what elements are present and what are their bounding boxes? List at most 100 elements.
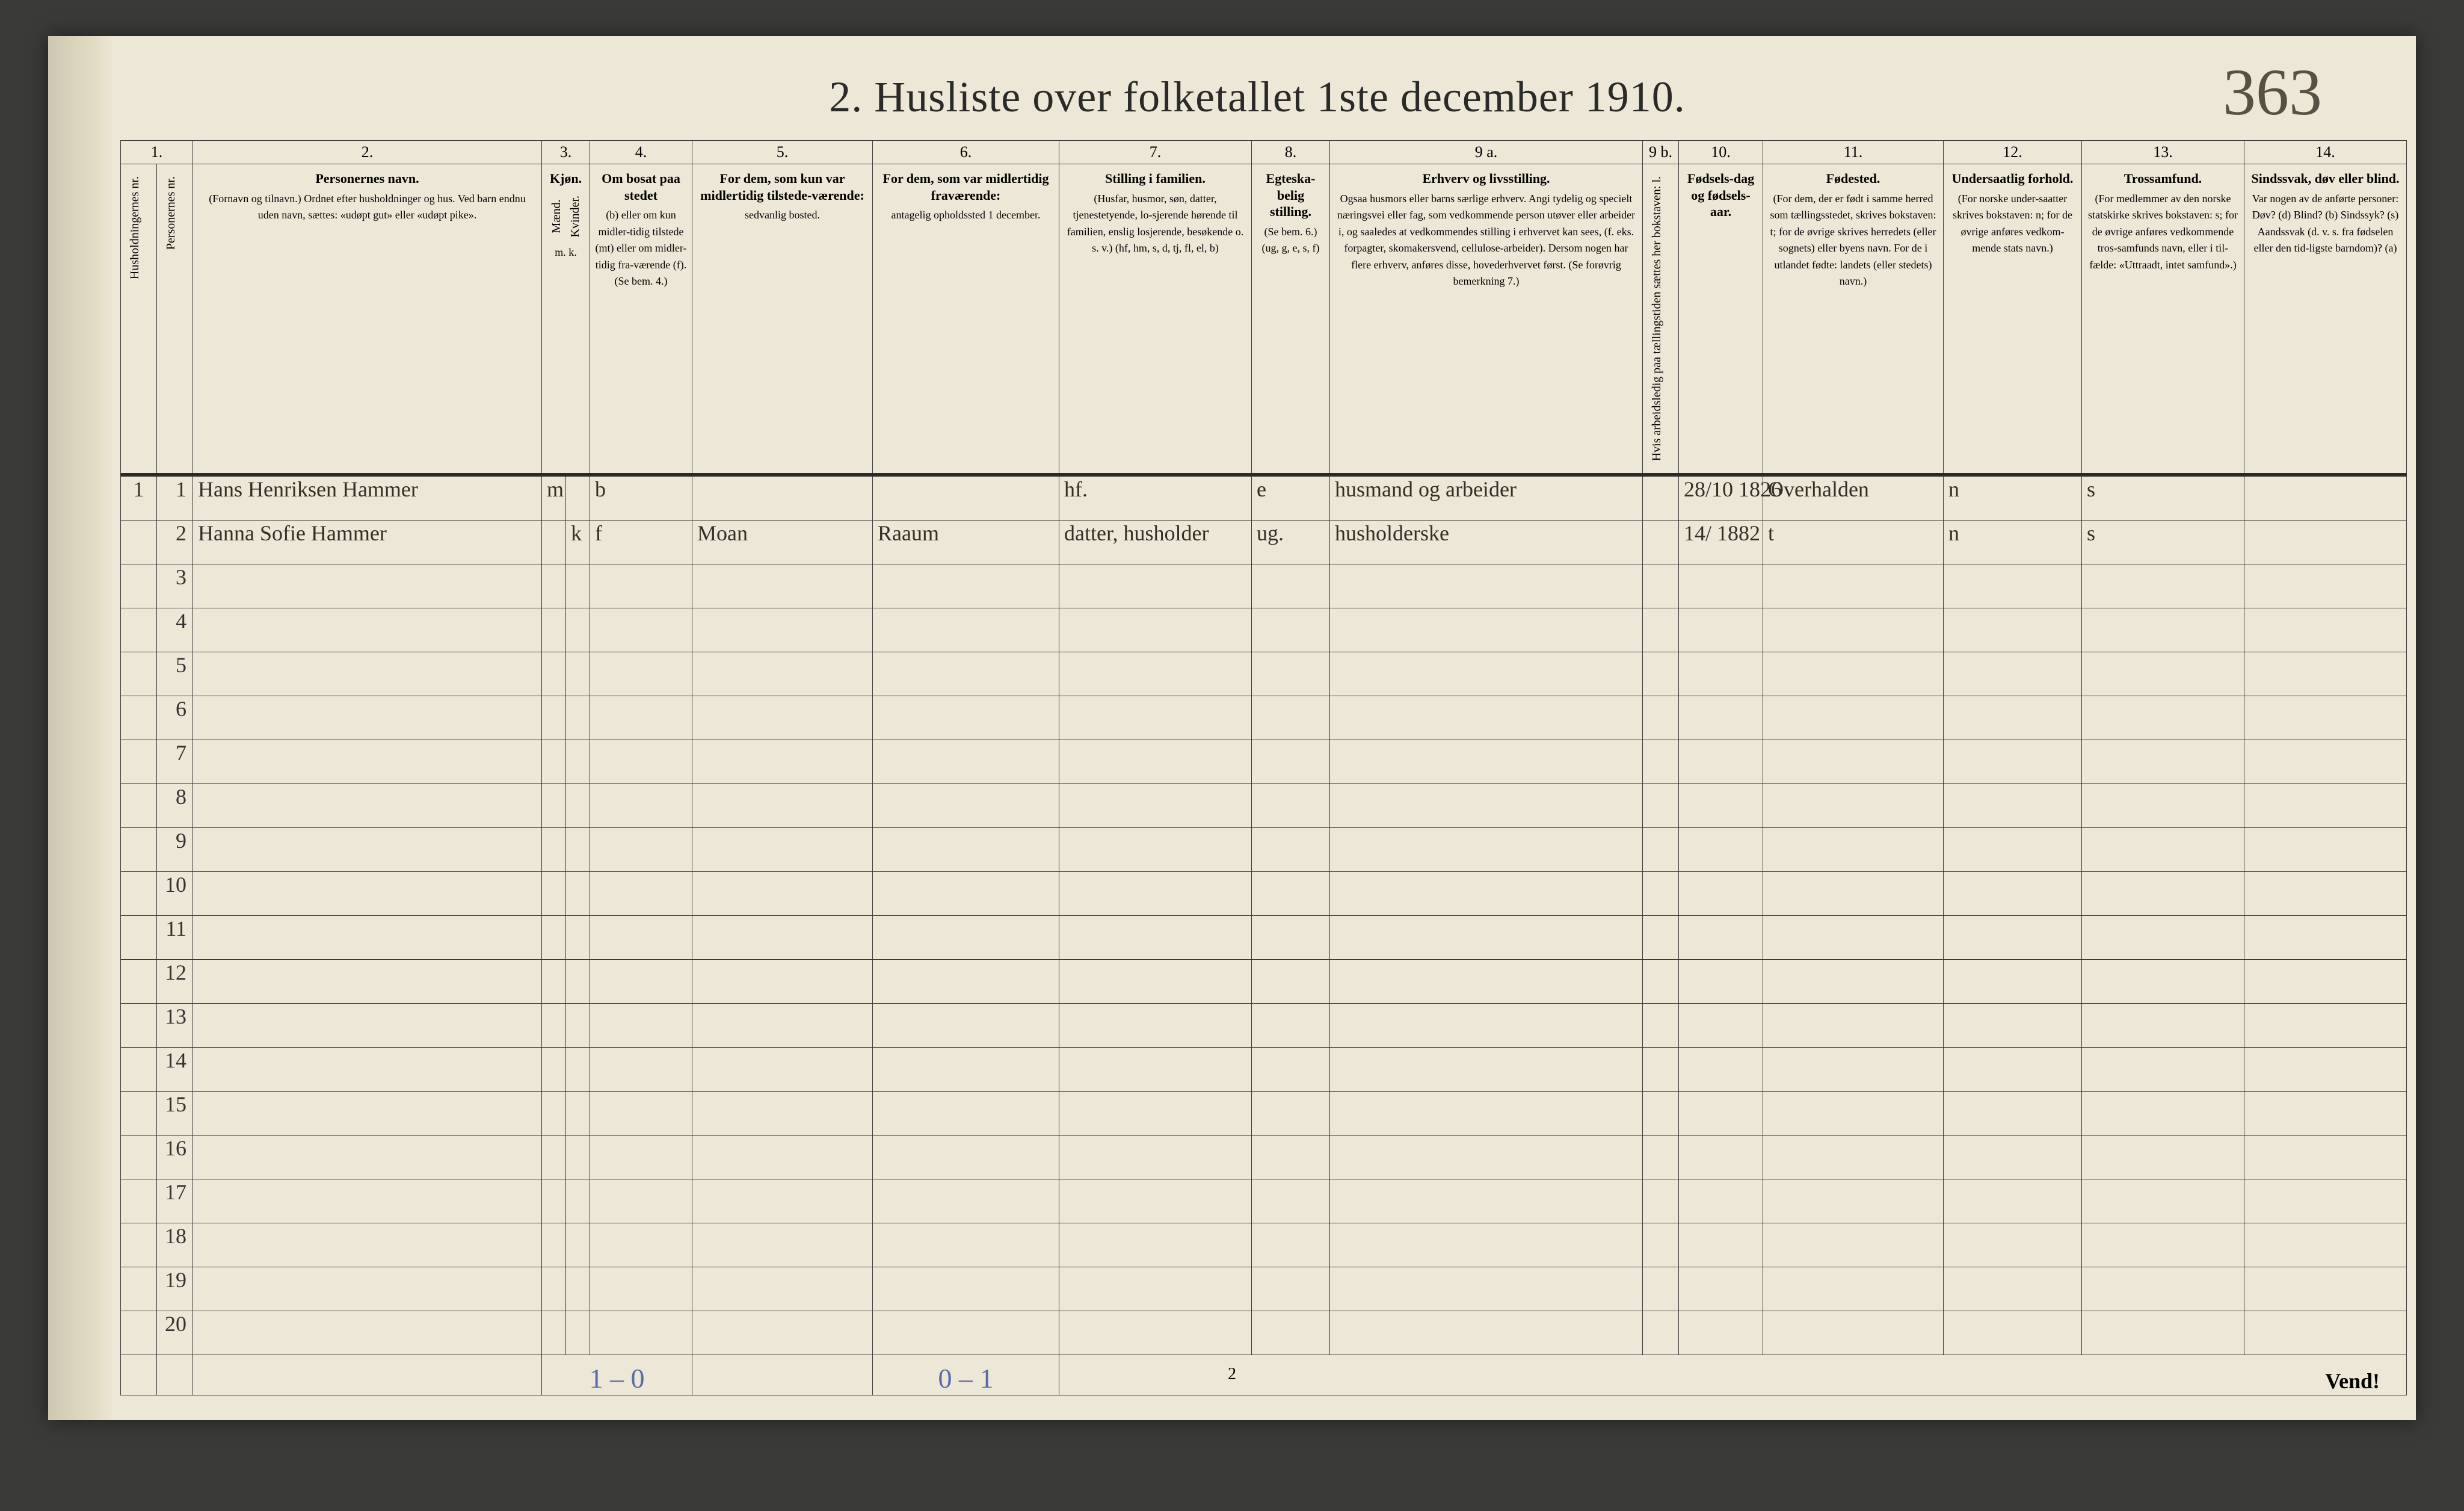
colnum-5: 5.: [692, 141, 873, 164]
cell-sex-m: [542, 521, 566, 564]
cell-mtil: [692, 475, 873, 521]
turn-page-label: Vend!: [2325, 1368, 2380, 1394]
cell-und: n: [1944, 521, 2082, 564]
cell-9b: [1643, 475, 1679, 521]
table-row: 1 1 Hans Henriksen Hammer m b hf. e husm…: [121, 475, 2407, 521]
cell-erhv: husmand og arbeider: [1330, 475, 1643, 521]
hdr-fodested: Fødested. (For dem, der er født i samme …: [1763, 164, 1944, 475]
cell-person-no: 7: [157, 740, 193, 784]
colnum-14: 14.: [2244, 141, 2407, 164]
table-row: 15: [121, 1092, 2407, 1136]
colnum-2: 2.: [193, 141, 542, 164]
table-row: 11: [121, 916, 2407, 960]
column-header-row: Husholdningernes nr. Personernes nr. Per…: [121, 164, 2407, 475]
footer-center-blue: 0 – 1: [873, 1355, 1059, 1395]
colnum-9b: 9 b.: [1643, 141, 1679, 164]
column-number-row: 1. 2. 3. 4. 5. 6. 7. 8. 9 a. 9 b. 10. 11…: [121, 141, 2407, 164]
cell-egte: e: [1252, 475, 1330, 521]
cell-household-no: [121, 521, 157, 564]
colnum-1: 1.: [121, 141, 193, 164]
table-row: 3: [121, 564, 2407, 608]
paper-sheet: 2. Husliste over folketallet 1ste decemb…: [48, 36, 2416, 1420]
cell-person-no: 15: [157, 1092, 193, 1136]
footer-left-blue: 1 – 0: [542, 1355, 692, 1395]
cell-egte: ug.: [1252, 521, 1330, 564]
colnum-12: 12.: [1944, 141, 2082, 164]
census-table: 1. 2. 3. 4. 5. 6. 7. 8. 9 a. 9 b. 10. 11…: [120, 140, 2407, 1395]
hdr-trossamfund: Trossamfund. (For medlemmer av den norsk…: [2082, 164, 2244, 475]
cell-frav: [873, 475, 1059, 521]
hdr-stilling-familien: Stilling i familien. (Husfar, husmor, sø…: [1059, 164, 1252, 475]
colnum-10: 10.: [1679, 141, 1763, 164]
cell-sex-k: [566, 475, 590, 521]
cell-tros: s: [2082, 475, 2244, 521]
hdr-arbeidsledig: Hvis arbeidsledig paa tællingstiden sætt…: [1643, 164, 1679, 475]
cell-person-no: 5: [157, 652, 193, 696]
cell-frav: Raaum: [873, 521, 1059, 564]
hdr-bosat: Om bosat paa stedet (b) eller om kun mid…: [590, 164, 692, 475]
hdr-fodselsdag: Fødsels-dag og fødsels-aar.: [1679, 164, 1763, 475]
cell-person-no: 10: [157, 872, 193, 916]
colnum-4: 4.: [590, 141, 692, 164]
hdr-name: Personernes navn. (Fornavn og tilnavn.) …: [193, 164, 542, 475]
cell-name: Hanna Sofie Hammer: [193, 521, 542, 564]
cell-person-no: 14: [157, 1048, 193, 1092]
cell-person-no: 19: [157, 1267, 193, 1311]
table-row: 18: [121, 1223, 2407, 1267]
cell-person-no: 1: [157, 475, 193, 521]
handwritten-annotation: 363: [2223, 54, 2322, 131]
cell-name: Hans Henriksen Hammer: [193, 475, 542, 521]
cell-sex-m: m: [542, 475, 566, 521]
cell-erhv: husholderske: [1330, 521, 1643, 564]
footer-row: 1 – 0 0 – 1: [121, 1355, 2407, 1395]
hdr-erhverv: Erhverv og livsstilling. Ogsaa husmors e…: [1330, 164, 1643, 475]
page: 2. Husliste over folketallet 1ste decemb…: [0, 0, 2464, 1511]
hdr-undersaatlig: Undersaatlig forhold. (For norske under-…: [1944, 164, 2082, 475]
colnum-3: 3.: [542, 141, 590, 164]
cell-sex-k: k: [566, 521, 590, 564]
colnum-13: 13.: [2082, 141, 2244, 164]
table-row: 17: [121, 1179, 2407, 1223]
page-title: 2. Husliste over folketallet 1ste decemb…: [829, 73, 1686, 121]
table-row: 13: [121, 1004, 2407, 1048]
hdr-household-no: Husholdningernes nr.: [121, 164, 157, 475]
cell-person-no: 12: [157, 960, 193, 1004]
cell-person-no: 6: [157, 696, 193, 740]
table-row: 6: [121, 696, 2407, 740]
table-row: 9: [121, 828, 2407, 872]
cell-stil: hf.: [1059, 475, 1252, 521]
colnum-6: 6.: [873, 141, 1059, 164]
table-row: 19: [121, 1267, 2407, 1311]
cell-sind: [2244, 475, 2407, 521]
hdr-midlertidig-tilstede: For dem, som kun var midlertidig tilsted…: [692, 164, 873, 475]
cell-bosat: f: [590, 521, 692, 564]
hdr-person-no: Personernes nr.: [157, 164, 193, 475]
cell-person-no: 17: [157, 1179, 193, 1223]
cell-person-no: 2: [157, 521, 193, 564]
cell-person-no: 4: [157, 608, 193, 652]
cell-fsted: t: [1763, 521, 1944, 564]
cell-person-no: 8: [157, 784, 193, 828]
table-row: 4: [121, 608, 2407, 652]
cell-und: n: [1944, 475, 2082, 521]
cell-fdag: 14/ 1882: [1679, 521, 1763, 564]
cell-fdag: 28/10 1826: [1679, 475, 1763, 521]
page-number-foot: 2: [1228, 1365, 1236, 1384]
colnum-8: 8.: [1252, 141, 1330, 164]
cell-mtil: Moan: [692, 521, 873, 564]
cell-fsted: Overhalden: [1763, 475, 1944, 521]
cell-person-no: 11: [157, 916, 193, 960]
cell-person-no: 16: [157, 1136, 193, 1179]
cell-person-no: 3: [157, 564, 193, 608]
table-row: 16: [121, 1136, 2407, 1179]
cell-person-no: 20: [157, 1311, 193, 1355]
table-row: 5: [121, 652, 2407, 696]
colnum-9a: 9 a.: [1330, 141, 1643, 164]
title-row: 2. Husliste over folketallet 1ste decemb…: [120, 72, 2394, 122]
cell-tros: s: [2082, 521, 2244, 564]
hdr-fravaerende: For dem, som var midlertidig fraværende:…: [873, 164, 1059, 475]
cell-household-no: 1: [121, 475, 157, 521]
colnum-11: 11.: [1763, 141, 1944, 164]
cell-person-no: 13: [157, 1004, 193, 1048]
table-row: 8: [121, 784, 2407, 828]
